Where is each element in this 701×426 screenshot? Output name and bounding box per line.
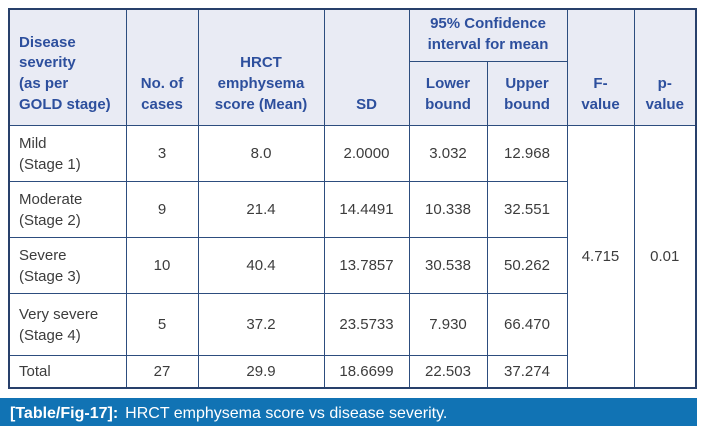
cell-severity: Severe (Stage 3) bbox=[8, 237, 127, 295]
cell-mean: 37.2 bbox=[197, 293, 325, 357]
table-row-moderate: Moderate (Stage 2) 9 21.4 14.4491 10.338… bbox=[8, 181, 696, 239]
caption-text: HRCT emphysema score vs disease severity… bbox=[125, 405, 448, 423]
cell-sd: 14.4491 bbox=[323, 181, 410, 239]
results-table: Disease severity (as per GOLD stage) No.… bbox=[8, 8, 697, 389]
cell-sd: 13.7857 bbox=[323, 237, 410, 295]
cell-sd: 23.5733 bbox=[323, 293, 410, 357]
header-f-value: F- value bbox=[566, 8, 635, 127]
cell-upper-bound: 12.968 bbox=[486, 125, 568, 183]
header-ci-lower: Lower bound bbox=[408, 61, 488, 127]
cell-lower-bound: 30.538 bbox=[408, 237, 488, 295]
cell-cases: 5 bbox=[125, 293, 199, 357]
header-ci-group: 95% Confidence interval for mean bbox=[408, 8, 568, 63]
cell-lower-bound: 3.032 bbox=[408, 125, 488, 183]
header-sd: SD bbox=[323, 8, 410, 127]
cell-mean: 29.9 bbox=[197, 355, 325, 389]
cell-lower-bound: 7.930 bbox=[408, 293, 488, 357]
header-disease-severity: Disease severity (as per GOLD stage) bbox=[8, 8, 127, 127]
cell-severity: Moderate (Stage 2) bbox=[8, 181, 127, 239]
cell-mean: 8.0 bbox=[197, 125, 325, 183]
table-row-severe: Severe (Stage 3) 10 40.4 13.7857 30.538 … bbox=[8, 237, 696, 295]
table-row-total: Total 27 29.9 18.6699 22.503 37.274 bbox=[8, 355, 696, 389]
cell-severity: Mild (Stage 1) bbox=[8, 125, 127, 183]
header-no-of-cases: No. of cases bbox=[125, 8, 199, 127]
table-header: Disease severity (as per GOLD stage) No.… bbox=[8, 8, 697, 127]
cell-cases: 9 bbox=[125, 181, 199, 239]
header-row-2: Lower bound Upper bound bbox=[9, 61, 696, 127]
caption-label: [Table/Fig-17]: bbox=[10, 405, 119, 423]
cell-upper-bound: 50.262 bbox=[486, 237, 568, 295]
header-ci-upper: Upper bound bbox=[486, 61, 568, 127]
cell-severity: Very severe (Stage 4) bbox=[8, 293, 127, 357]
header-row-1: Disease severity (as per GOLD stage) No.… bbox=[8, 8, 697, 127]
cell-severity: Total bbox=[8, 355, 127, 389]
cell-f-value: 4.715 bbox=[566, 125, 635, 389]
cell-cases: 3 bbox=[125, 125, 199, 183]
cell-cases: 27 bbox=[125, 355, 199, 389]
cell-upper-bound: 37.274 bbox=[486, 355, 568, 389]
cell-p-value: 0.01 bbox=[633, 125, 697, 389]
cell-sd: 18.6699 bbox=[323, 355, 410, 389]
table-row-mild: Mild (Stage 1) 3 8.0 2.0000 3.032 12.968… bbox=[8, 125, 697, 389]
cell-cases: 10 bbox=[125, 237, 199, 295]
table-caption: [Table/Fig-17]: HRCT emphysema score vs … bbox=[0, 397, 697, 426]
cell-mean: 21.4 bbox=[197, 181, 325, 239]
cell-mean: 40.4 bbox=[197, 237, 325, 295]
cell-sd: 2.0000 bbox=[323, 125, 410, 183]
table-container: Disease severity (as per GOLD stage) No.… bbox=[8, 8, 697, 389]
header-hrct-mean: HRCT emphysema score (Mean) bbox=[197, 8, 325, 127]
cell-upper-bound: 66.470 bbox=[486, 293, 568, 357]
cell-lower-bound: 10.338 bbox=[408, 181, 488, 239]
header-p-value: p- value bbox=[633, 8, 697, 127]
table-body: Mild (Stage 1) 3 8.0 2.0000 3.032 12.968… bbox=[8, 125, 697, 389]
table-row-very-severe: Very severe (Stage 4) 5 37.2 23.5733 7.9… bbox=[8, 293, 696, 357]
cell-lower-bound: 22.503 bbox=[408, 355, 488, 389]
cell-upper-bound: 32.551 bbox=[486, 181, 568, 239]
